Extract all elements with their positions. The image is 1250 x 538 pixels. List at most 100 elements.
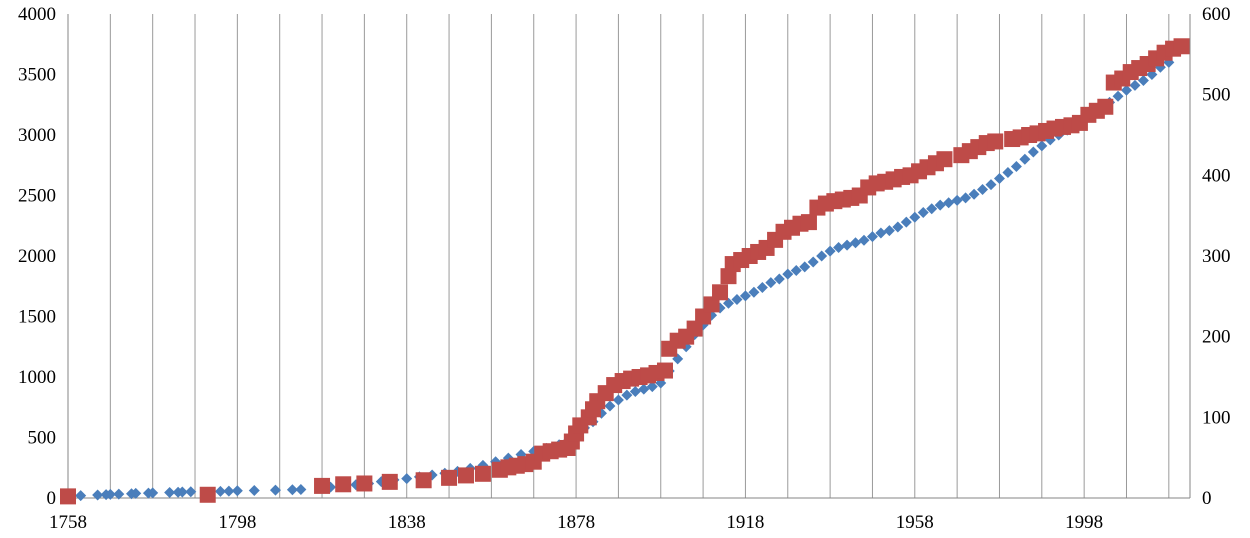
y-tick-label: 500: [28, 428, 57, 449]
y2-tick-label: 300: [1202, 246, 1231, 267]
data-point-diamond: [968, 188, 980, 200]
data-point-diamond: [816, 250, 828, 262]
data-point-square: [60, 488, 76, 505]
data-point-diamond: [782, 268, 794, 280]
series-right-axis: [60, 38, 1190, 505]
data-point-diamond: [75, 490, 87, 502]
y-tick-label: 4000: [18, 4, 56, 25]
data-point-diamond: [1137, 75, 1149, 87]
data-point-diamond: [731, 294, 743, 306]
series-layer: [60, 38, 1190, 505]
data-point-diamond: [1010, 160, 1022, 172]
data-point-diamond: [104, 488, 116, 500]
x-tick-label: 1838: [388, 512, 426, 533]
data-point-square: [800, 214, 817, 231]
data-point-diamond: [646, 381, 658, 393]
data-point-square: [936, 151, 953, 168]
data-point-square: [987, 133, 1004, 150]
data-point-square: [712, 284, 729, 301]
data-point-diamond: [748, 286, 760, 298]
data-point-diamond: [164, 487, 176, 499]
data-point-square: [720, 268, 737, 285]
data-point-diamond: [943, 197, 955, 209]
data-point-square: [356, 475, 373, 492]
y-tick-label: 1500: [18, 307, 56, 328]
x-tick-label: 1758: [49, 512, 87, 533]
data-point-diamond: [883, 225, 895, 237]
data-point-diamond: [739, 290, 751, 302]
data-point-diamond: [773, 273, 785, 285]
data-point-diamond: [401, 473, 413, 485]
data-point-diamond: [833, 242, 845, 254]
data-point-square: [415, 472, 432, 489]
data-point-diamond: [866, 231, 878, 243]
data-point-diamond: [185, 486, 197, 498]
data-point-diamond: [1129, 79, 1141, 91]
series-left-axis: [75, 56, 1175, 502]
data-point-diamond: [824, 245, 836, 257]
data-point-diamond: [807, 256, 819, 268]
data-point-diamond: [248, 484, 260, 496]
data-point-diamond: [286, 484, 298, 496]
data-point-diamond: [1027, 146, 1039, 158]
vertical-gridlines: [109, 14, 1170, 498]
x-axis-ticks: 1758 1798 1838 1878 1918 1958 1998: [49, 512, 1103, 533]
data-point-diamond: [1120, 84, 1132, 96]
y2-tick-label: 500: [1202, 85, 1231, 106]
data-point-diamond: [612, 394, 624, 406]
x-tick-label: 1918: [726, 512, 764, 533]
x-tick-label: 1878: [557, 512, 595, 533]
data-point-diamond: [130, 487, 142, 499]
data-point-diamond: [993, 173, 1005, 185]
data-point-square: [314, 477, 331, 494]
data-point-square: [457, 467, 474, 484]
y-tick-label: 1000: [18, 367, 56, 388]
data-point-diamond: [638, 383, 650, 395]
data-point-diamond: [231, 485, 243, 497]
data-point-diamond: [892, 221, 904, 233]
data-point-diamond: [960, 192, 972, 204]
data-point-diamond: [799, 261, 811, 273]
data-point-square: [335, 476, 352, 493]
x-tick-label: 1958: [896, 512, 934, 533]
data-point-diamond: [295, 484, 307, 496]
data-point-square: [656, 362, 673, 379]
data-point-diamond: [621, 389, 633, 401]
data-point-square: [441, 469, 458, 486]
data-point-diamond: [934, 199, 946, 211]
data-point-diamond: [629, 386, 641, 398]
data-point-square: [703, 296, 720, 313]
data-point-diamond: [176, 486, 188, 498]
y2-tick-label: 100: [1202, 407, 1231, 428]
y-tick-label: 3500: [18, 65, 56, 86]
data-point-diamond: [900, 216, 912, 228]
right-y-axis-ticks: 0 100 200 300 400 500 600: [1202, 4, 1231, 509]
y-tick-label: 2500: [18, 186, 56, 207]
data-point-square: [199, 486, 216, 503]
x-tick-label: 1798: [218, 512, 256, 533]
data-point-square: [686, 320, 703, 337]
x-tick-label: 1998: [1065, 512, 1103, 533]
data-point-diamond: [223, 485, 235, 497]
y2-tick-label: 400: [1202, 165, 1231, 186]
data-point-diamond: [1154, 61, 1166, 73]
data-point-diamond: [977, 183, 989, 195]
data-point-diamond: [985, 179, 997, 191]
data-point-diamond: [1019, 153, 1031, 165]
data-point-square: [1097, 98, 1114, 115]
data-point-diamond: [722, 297, 734, 309]
data-point-diamond: [1036, 140, 1048, 152]
data-point-diamond: [113, 488, 125, 500]
data-point-diamond: [269, 484, 281, 496]
data-point-diamond: [1002, 167, 1014, 179]
y-tick-label: 0: [47, 488, 57, 509]
data-point-diamond: [790, 265, 802, 277]
data-point-diamond: [875, 227, 887, 239]
data-point-diamond: [147, 487, 159, 499]
data-point-diamond: [756, 281, 768, 293]
y2-tick-label: 200: [1202, 327, 1231, 348]
data-point-square: [474, 465, 491, 482]
data-point-diamond: [951, 194, 963, 206]
data-point-diamond: [917, 206, 929, 218]
